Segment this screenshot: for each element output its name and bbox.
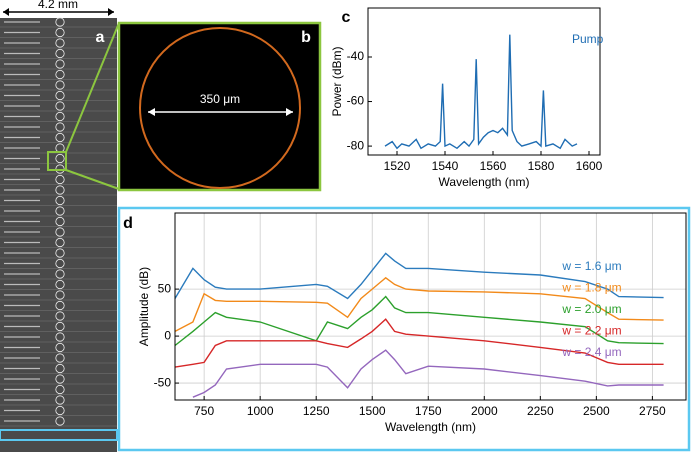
series-line — [384, 34, 578, 150]
ring — [55, 237, 65, 248]
panel-label: d — [123, 215, 133, 232]
series-line — [174, 276, 664, 333]
ring — [55, 321, 65, 332]
ring — [55, 101, 65, 111]
x-axis-label: Wavelength (nm) — [439, 175, 530, 189]
ring — [55, 384, 65, 395]
y-axis-label: Amplitude (dB) — [137, 267, 151, 346]
ring — [55, 206, 65, 216]
ring — [55, 290, 65, 300]
y-tick-label: -60 — [347, 94, 365, 108]
zoom-line — [65, 22, 120, 153]
ring — [55, 27, 65, 38]
chip — [0, 18, 117, 452]
ring — [55, 269, 65, 279]
ring — [55, 111, 65, 122]
x-tick-label: 1250 — [303, 404, 330, 418]
axes-frame — [174, 212, 687, 401]
panel-label: c — [342, 9, 351, 26]
ring — [55, 38, 65, 48]
ring — [55, 311, 65, 321]
series-label: w = 1.8 μm — [561, 281, 621, 295]
y-axis-label: Power (dBm) — [330, 46, 344, 116]
ring-column — [0, 17, 117, 427]
series-line — [192, 349, 664, 398]
y-tick-label: -40 — [347, 49, 365, 63]
ring — [55, 332, 65, 342]
x-tick-label: 2000 — [471, 404, 498, 418]
y-tick-label: 50 — [158, 281, 172, 295]
highlight — [0, 429, 118, 441]
x-tick-label: 1520 — [384, 159, 411, 173]
diameter-label: 350 μm — [200, 92, 240, 106]
zoom-box — [47, 151, 67, 171]
series-line — [174, 252, 664, 300]
ring — [55, 300, 65, 311]
ring — [55, 363, 65, 374]
x-tick-label: 1750 — [415, 404, 442, 418]
ring — [55, 248, 65, 258]
zoom-line — [65, 169, 120, 190]
y-tick-label: 0 — [164, 328, 171, 342]
ring — [55, 342, 65, 353]
ring — [55, 132, 65, 143]
series-line — [174, 318, 664, 368]
x-tick-label: 2750 — [639, 404, 666, 418]
x-tick-label: 750 — [194, 404, 214, 418]
panel-frame — [117, 206, 691, 452]
scale-label: 4.2 mm — [38, 0, 78, 11]
y-tick-label: -50 — [154, 375, 172, 389]
series-line — [174, 295, 664, 347]
ring — [55, 195, 65, 206]
x-tick-label: 2250 — [527, 404, 554, 418]
x-tick-label: 1500 — [359, 404, 386, 418]
ring — [55, 80, 65, 90]
x-tick-label: 2500 — [583, 404, 610, 418]
ring — [55, 122, 65, 132]
x-tick-label: 1000 — [247, 404, 274, 418]
x-tick-label: 1540 — [432, 159, 459, 173]
ring — [55, 185, 65, 195]
ring — [55, 405, 65, 416]
microring — [139, 27, 301, 189]
x-tick-label: 1560 — [480, 159, 507, 173]
ring — [55, 174, 65, 185]
y-tick-label: -80 — [347, 138, 365, 152]
ring — [55, 279, 65, 290]
x-tick-label: 1580 — [528, 159, 555, 173]
ring — [55, 353, 65, 363]
ring — [55, 69, 65, 80]
series-label: w = 2.0 μm — [561, 302, 621, 316]
panel-label: b — [301, 29, 311, 46]
ring — [55, 258, 65, 269]
ring — [55, 90, 65, 101]
axes-frame — [367, 7, 601, 156]
ring — [55, 395, 65, 405]
ring-image — [117, 21, 322, 192]
x-axis-label: Wavelength (nm) — [385, 420, 476, 434]
ring — [55, 17, 65, 27]
ring — [55, 374, 65, 384]
x-tick-label: 1600 — [576, 159, 603, 173]
series-label: w = 2.4 μm — [561, 345, 621, 359]
ring — [55, 48, 65, 59]
ring — [55, 216, 65, 227]
series-label: w = 2.2 μm — [561, 324, 621, 338]
ring — [55, 59, 65, 69]
panel-label: a — [96, 29, 105, 46]
ring — [55, 153, 65, 164]
ring — [55, 227, 65, 237]
annotation: Pump — [572, 32, 604, 46]
series-label: w = 1.6 μm — [561, 259, 621, 273]
ring — [55, 416, 65, 426]
